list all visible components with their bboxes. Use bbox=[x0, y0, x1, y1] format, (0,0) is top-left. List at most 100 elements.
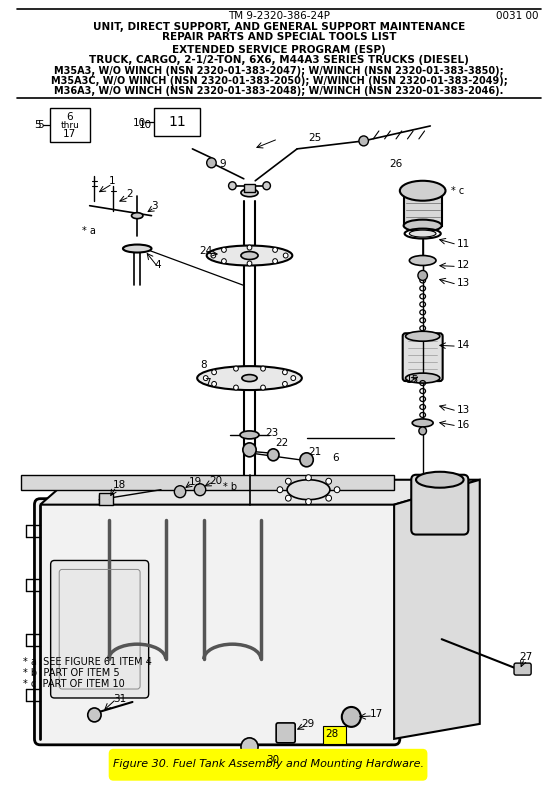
Text: 4: 4 bbox=[155, 260, 161, 270]
FancyBboxPatch shape bbox=[35, 498, 400, 745]
Circle shape bbox=[241, 738, 258, 756]
FancyBboxPatch shape bbox=[244, 184, 255, 192]
FancyBboxPatch shape bbox=[514, 663, 531, 675]
Text: 14: 14 bbox=[457, 341, 470, 350]
Circle shape bbox=[222, 259, 227, 264]
FancyBboxPatch shape bbox=[411, 475, 468, 535]
Circle shape bbox=[286, 495, 291, 501]
Text: 21: 21 bbox=[309, 447, 322, 457]
Circle shape bbox=[277, 487, 283, 493]
Circle shape bbox=[326, 478, 331, 485]
Text: * c: * c bbox=[451, 186, 464, 196]
Ellipse shape bbox=[406, 373, 440, 383]
Bar bbox=[21, 475, 394, 489]
Text: 6: 6 bbox=[332, 453, 339, 463]
Ellipse shape bbox=[410, 230, 436, 237]
Text: 15: 15 bbox=[406, 375, 419, 385]
Text: M36A3, W/O WINCH (NSN 2320-01-383-2048); W/WINCH (NSN 2320-01-383-2046).: M36A3, W/O WINCH (NSN 2320-01-383-2048);… bbox=[54, 86, 504, 96]
Circle shape bbox=[194, 484, 206, 496]
Circle shape bbox=[273, 259, 277, 264]
Text: 22: 22 bbox=[275, 438, 288, 448]
Circle shape bbox=[418, 270, 427, 281]
Circle shape bbox=[263, 182, 271, 190]
Text: UNIT, DIRECT SUPPORT, AND GENERAL SUPPORT MAINTENANCE: UNIT, DIRECT SUPPORT, AND GENERAL SUPPOR… bbox=[93, 23, 465, 32]
Text: 0031 00: 0031 00 bbox=[496, 11, 539, 21]
Text: 16: 16 bbox=[457, 420, 470, 430]
Ellipse shape bbox=[412, 419, 433, 427]
Circle shape bbox=[334, 487, 340, 493]
Text: 27: 27 bbox=[519, 652, 533, 662]
Bar bbox=[50, 108, 90, 142]
Circle shape bbox=[306, 475, 311, 481]
Text: REPAIR PARTS AND SPECIAL TOOLS LIST: REPAIR PARTS AND SPECIAL TOOLS LIST bbox=[162, 32, 396, 42]
Ellipse shape bbox=[287, 480, 330, 500]
Circle shape bbox=[247, 261, 252, 266]
Bar bbox=[246, 755, 253, 760]
Polygon shape bbox=[40, 480, 480, 505]
Circle shape bbox=[359, 136, 368, 146]
Text: * a  SEE FIGURE 61 ITEM 4: * a SEE FIGURE 61 ITEM 4 bbox=[23, 657, 152, 667]
Text: M35A3C, W/O WINCH (NSN 2320-01-383-2050); W/WINCH (NSN 2320-01-383-2049);: M35A3C, W/O WINCH (NSN 2320-01-383-2050)… bbox=[51, 76, 507, 86]
FancyBboxPatch shape bbox=[51, 561, 148, 698]
Bar bbox=[99, 493, 113, 505]
Circle shape bbox=[273, 248, 277, 252]
Text: 20: 20 bbox=[210, 476, 223, 485]
Text: 28: 28 bbox=[326, 729, 339, 739]
Circle shape bbox=[211, 253, 216, 258]
Circle shape bbox=[300, 453, 313, 467]
Circle shape bbox=[282, 370, 287, 375]
Circle shape bbox=[286, 478, 291, 485]
Circle shape bbox=[234, 385, 238, 390]
Circle shape bbox=[229, 182, 236, 190]
Text: 9: 9 bbox=[219, 159, 225, 169]
Circle shape bbox=[306, 498, 311, 505]
Text: thru: thru bbox=[60, 121, 79, 130]
Ellipse shape bbox=[197, 366, 302, 390]
Ellipse shape bbox=[240, 431, 259, 438]
Text: 11: 11 bbox=[169, 115, 186, 129]
FancyBboxPatch shape bbox=[323, 726, 345, 743]
FancyBboxPatch shape bbox=[276, 723, 295, 743]
Text: TM 9-2320-386-24P: TM 9-2320-386-24P bbox=[228, 11, 330, 21]
Ellipse shape bbox=[241, 188, 258, 197]
Text: Figure 30. Fuel Tank Assembly and Mounting Hardware.: Figure 30. Fuel Tank Assembly and Mounti… bbox=[113, 759, 424, 769]
Circle shape bbox=[261, 366, 266, 371]
Ellipse shape bbox=[400, 180, 445, 201]
Text: * a: * a bbox=[82, 226, 96, 235]
Text: 7: 7 bbox=[204, 378, 210, 388]
Text: 23: 23 bbox=[266, 428, 279, 438]
Text: 30: 30 bbox=[266, 755, 279, 765]
Ellipse shape bbox=[242, 375, 257, 382]
Text: 18: 18 bbox=[113, 480, 126, 489]
Circle shape bbox=[174, 485, 186, 498]
Ellipse shape bbox=[241, 252, 258, 260]
Text: 13: 13 bbox=[457, 405, 470, 415]
Circle shape bbox=[282, 382, 287, 387]
Text: 26: 26 bbox=[389, 159, 403, 169]
Ellipse shape bbox=[123, 244, 152, 252]
Text: 2: 2 bbox=[126, 188, 132, 199]
Circle shape bbox=[211, 370, 217, 375]
Text: 29: 29 bbox=[301, 719, 314, 729]
Text: 5: 5 bbox=[34, 120, 41, 130]
Text: 12: 12 bbox=[457, 260, 470, 270]
Text: 3: 3 bbox=[152, 201, 158, 210]
Circle shape bbox=[291, 375, 296, 380]
Text: 17: 17 bbox=[369, 709, 383, 719]
Text: TRUCK, CARGO, 2-1/2-TON, 6X6, M44A3 SERIES TRUCKS (DIESEL): TRUCK, CARGO, 2-1/2-TON, 6X6, M44A3 SERI… bbox=[89, 55, 469, 66]
Text: 5: 5 bbox=[37, 120, 44, 130]
Text: 1: 1 bbox=[109, 176, 116, 186]
Text: 31: 31 bbox=[113, 694, 127, 704]
Circle shape bbox=[222, 248, 227, 252]
FancyBboxPatch shape bbox=[403, 333, 442, 381]
Text: 8: 8 bbox=[200, 360, 206, 371]
Text: 19: 19 bbox=[189, 477, 202, 487]
Bar bbox=[155, 108, 200, 136]
Circle shape bbox=[261, 385, 266, 390]
Text: 25: 25 bbox=[309, 133, 322, 143]
Circle shape bbox=[326, 495, 331, 501]
Polygon shape bbox=[394, 480, 480, 739]
Text: 10: 10 bbox=[139, 120, 152, 130]
Text: * c  PART OF ITEM 10: * c PART OF ITEM 10 bbox=[23, 679, 125, 689]
Text: M35A3, W/O WINCH (NSN 2320-01-383-2047); W/WINCH (NSN 2320-01-383-3850);: M35A3, W/O WINCH (NSN 2320-01-383-2047);… bbox=[54, 66, 504, 76]
